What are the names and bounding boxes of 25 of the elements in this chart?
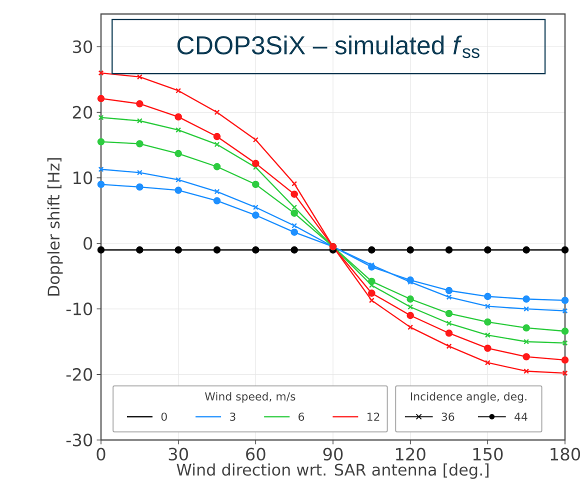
x-tick-label: 120 <box>396 448 426 461</box>
x-tick-label: 180 <box>550 448 580 461</box>
legend-label: 3 <box>230 412 236 421</box>
legend-title: Wind speed, m/s <box>204 392 296 403</box>
y-tick-label: -20 <box>66 368 92 381</box>
y-tick-label: 30 <box>72 40 92 54</box>
legend-label: 0 <box>161 412 167 421</box>
y-tick-label: 20 <box>72 106 92 119</box>
annotation: Incidence angle, deg. <box>410 392 526 403</box>
x-tick-label: 150 <box>473 448 503 461</box>
x-axis-title: Wind direction wrt. SAR antenna [deg.] <box>176 463 489 479</box>
y-tick-label: -10 <box>66 302 92 316</box>
y-tick-label: -30 <box>66 434 92 446</box>
x-tick-label: 0 <box>96 448 106 461</box>
x-tick-label: 30 <box>168 448 188 461</box>
y-tick-label: 10 <box>74 171 92 184</box>
y-axis-title: Doppler shift [Hz] <box>47 158 63 296</box>
y-tick-label: 0 <box>84 236 92 250</box>
x-tick-label: 60 <box>246 448 266 461</box>
legend-label: 12 <box>368 412 380 421</box>
legend-label: 6 <box>298 412 304 421</box>
text: CDOP3SiX – simulated f$_{ss}$ <box>177 35 480 58</box>
annotation: 44 <box>514 412 528 421</box>
x-tick-label: 90 <box>323 448 343 461</box>
annotation: 36 <box>442 412 454 421</box>
